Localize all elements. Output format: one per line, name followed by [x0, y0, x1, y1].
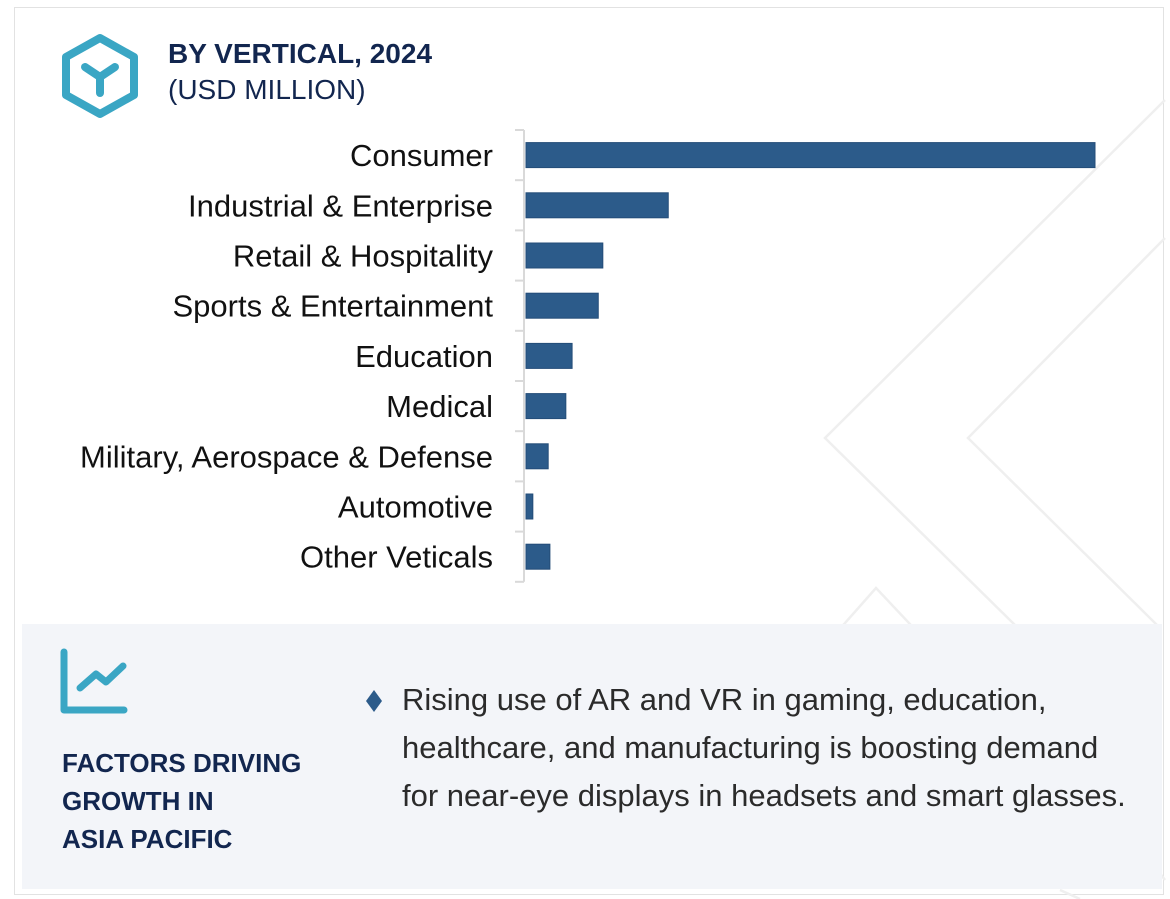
bar-military-aerospace-defense	[525, 443, 549, 470]
bar-education	[525, 342, 573, 369]
bar-sports-entertainment	[525, 292, 599, 319]
factors-title-line: ASIA PACIFIC	[62, 824, 233, 854]
bar-consumer	[525, 142, 1096, 169]
factors-title: FACTORS DRIVING GROWTH IN ASIA PACIFIC	[62, 744, 301, 858]
category-label: Military, Aerospace & Defense	[80, 439, 493, 474]
category-label: Consumer	[350, 138, 493, 173]
hexagon-cube-icon	[62, 34, 138, 118]
category-label: Medical	[386, 389, 493, 424]
category-label: Other Veticals	[300, 540, 493, 575]
chart-subtitle: (USD MILLION)	[168, 74, 366, 105]
category-label: Automotive	[338, 490, 493, 525]
bar-industrial-enterprise	[525, 192, 669, 219]
factors-panel	[22, 624, 1162, 889]
bar-medical	[525, 393, 567, 420]
factors-title-line: FACTORS DRIVING	[62, 748, 302, 778]
diamond-bullet-icon	[366, 690, 382, 712]
category-label: Industrial & Enterprise	[188, 188, 493, 223]
bar-other-veticals	[525, 543, 551, 570]
bar-retail-hospitality	[525, 242, 604, 269]
factors-title-line: GROWTH IN	[62, 786, 214, 816]
chart-title: BY VERTICAL, 2024	[168, 38, 433, 69]
trend-chart-icon	[60, 648, 128, 714]
bar-automotive	[525, 493, 534, 520]
category-label: Retail & Hospitality	[233, 239, 494, 274]
category-label: Education	[355, 339, 493, 374]
factor-bullet-text: Rising use of AR and VR in gaming, educa…	[402, 682, 1126, 813]
category-label: Sports & Entertainment	[173, 289, 494, 324]
